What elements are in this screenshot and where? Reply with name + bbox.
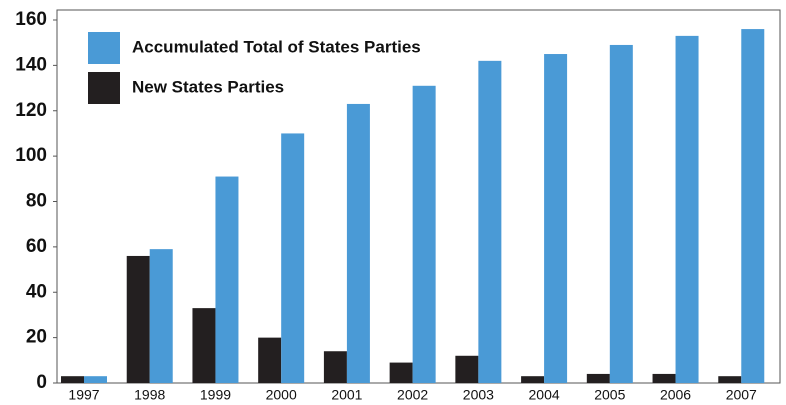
y-tick-label: 20 [26, 327, 47, 348]
legend-label: New States Parties [132, 77, 284, 96]
y-tick-label: 160 [15, 9, 47, 30]
x-tick-label: 1997 [68, 387, 99, 403]
bar [741, 29, 765, 383]
bar [215, 176, 239, 383]
legend-swatch [88, 72, 120, 104]
y-tick-label: 60 [26, 236, 47, 257]
y-tick-label: 140 [15, 54, 47, 75]
x-tick-label: 2003 [463, 387, 494, 403]
x-tick-label: 1998 [134, 387, 165, 403]
bar [586, 373, 610, 383]
bar [652, 373, 676, 383]
bar [84, 376, 107, 383]
bar [389, 362, 413, 383]
x-tick-label: 2000 [266, 387, 297, 403]
bar [258, 337, 282, 383]
y-tick-label: 100 [15, 145, 47, 166]
x-tick-label: 2006 [660, 387, 691, 403]
bar [478, 60, 502, 384]
bar [61, 376, 84, 383]
x-tick-label: 1999 [200, 387, 231, 403]
legend-label: Accumulated Total of States Parties [132, 37, 421, 56]
bar [192, 308, 216, 383]
bar [412, 85, 436, 383]
bar [718, 376, 742, 383]
x-tick-label: 2007 [726, 387, 757, 403]
x-tick-label: 2001 [331, 387, 362, 403]
legend-swatch [88, 32, 120, 64]
bar [281, 133, 305, 383]
y-tick-label: 40 [26, 281, 47, 302]
y-tick-label: 120 [15, 100, 47, 121]
bar [455, 355, 479, 383]
x-tick-label: 2004 [529, 387, 560, 403]
bar [149, 249, 173, 383]
x-tick-label: 2002 [397, 387, 428, 403]
bar [544, 54, 568, 383]
bar [126, 255, 150, 383]
bar [346, 103, 370, 383]
y-tick-label: 0 [36, 372, 47, 393]
bar [521, 376, 545, 383]
y-tick-label: 80 [26, 191, 47, 212]
bar [675, 35, 699, 383]
x-tick-label: 2005 [594, 387, 625, 403]
bar [609, 44, 633, 384]
bar [323, 351, 347, 383]
